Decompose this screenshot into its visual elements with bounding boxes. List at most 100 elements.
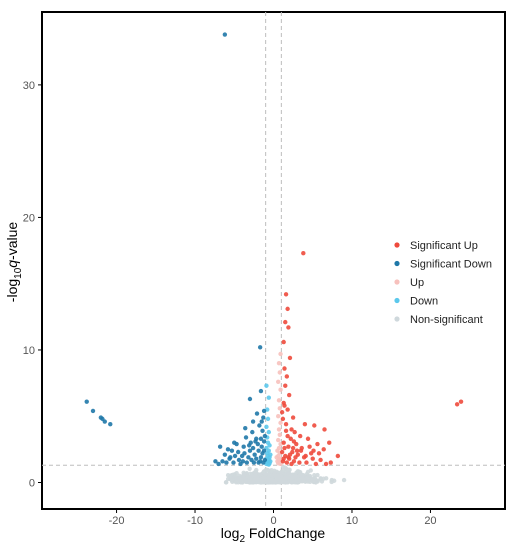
- point-down-22: [268, 452, 273, 457]
- point-non-significant-880: [274, 477, 280, 482]
- point-up-0: [278, 351, 283, 357]
- point-significant-down-65: [258, 436, 264, 441]
- point-significant-down-32: [257, 423, 262, 428]
- point-non-significant-872: [243, 478, 249, 483]
- point-significant-up-1: [283, 292, 289, 297]
- point-significant-up-50: [298, 448, 304, 453]
- point-significant-up-67: [454, 402, 460, 407]
- point-significant-down-24: [252, 452, 257, 457]
- point-significant-up-13: [290, 415, 296, 420]
- point-significant-up-21: [315, 441, 320, 447]
- point-significant-down-44: [247, 448, 253, 453]
- point-down-0: [264, 383, 269, 388]
- point-non-significant-781: [263, 467, 269, 472]
- point-non-significant-820: [290, 475, 295, 481]
- point-significant-down-0: [222, 32, 228, 37]
- point-non-significant-895: [300, 476, 306, 481]
- point-significant-down-38: [244, 460, 250, 465]
- point-significant-up-52: [316, 451, 322, 456]
- point-significant-down-50: [249, 457, 254, 463]
- point-significant-down-14: [241, 444, 246, 449]
- point-significant-down-49: [240, 459, 246, 464]
- point-significant-up-38: [279, 449, 285, 455]
- x-tick-label-0: 0: [270, 515, 276, 527]
- point-significant-down-28: [217, 444, 223, 449]
- point-non-significant-804: [253, 470, 259, 475]
- legend-swatch-up: [394, 279, 400, 285]
- point-down-21: [268, 459, 273, 464]
- point-up-1: [276, 361, 282, 366]
- point-down-3: [265, 416, 271, 422]
- point-significant-up-37: [328, 460, 333, 465]
- point-significant-down-36: [231, 460, 236, 465]
- point-non-significant-891: [280, 478, 286, 484]
- point-significant-up-66: [290, 445, 296, 451]
- point-significant-up-19: [297, 433, 303, 439]
- point-significant-down-60: [256, 460, 261, 465]
- point-significant-down-53: [261, 448, 267, 453]
- point-significant-up-12: [285, 407, 290, 412]
- point-significant-down-26: [259, 444, 264, 449]
- point-up-5: [276, 398, 282, 403]
- point-significant-down-55: [259, 419, 264, 424]
- legend-swatch-down: [394, 297, 400, 304]
- point-significant-up-65: [286, 455, 291, 460]
- point-significant-down-9: [258, 388, 264, 394]
- point-non-significant-668: [331, 478, 337, 483]
- point-down-5: [266, 429, 271, 435]
- point-significant-down-47: [220, 459, 225, 464]
- y-axis-title-prefix: -log: [4, 279, 20, 302]
- point-significant-down-1: [257, 345, 263, 350]
- point-significant-up-55: [285, 433, 290, 439]
- point-non-significant-897: [267, 473, 272, 478]
- point-significant-down-56: [253, 439, 258, 444]
- point-up-3: [276, 379, 281, 384]
- point-non-significant-768: [280, 470, 285, 475]
- point-significant-up-36: [318, 457, 323, 463]
- point-non-significant-898: [312, 479, 318, 484]
- point-non-significant-543: [228, 473, 233, 479]
- point-significant-down-45: [236, 457, 242, 463]
- legend-swatch-significant-down: [394, 260, 400, 267]
- point-non-significant-745: [341, 477, 347, 483]
- point-significant-up-3: [283, 319, 288, 325]
- point-significant-up-59: [279, 410, 285, 415]
- point-up-7: [276, 414, 281, 419]
- point-significant-down-63: [261, 460, 266, 465]
- point-significant-up-8: [284, 374, 290, 379]
- point-significant-down-10: [254, 411, 260, 416]
- y-axis-title: -log10q-value: [4, 222, 24, 303]
- y-axis-title-italic: q: [4, 260, 20, 268]
- y-axis-title-rest: -value: [4, 222, 20, 260]
- point-significant-up-20: [305, 436, 311, 441]
- point-non-significant-818: [235, 478, 240, 483]
- point-significant-down-59: [228, 455, 233, 460]
- legend-swatch-non-significant: [394, 316, 400, 322]
- x-tick-label--10: -10: [187, 515, 203, 527]
- x-tick-label-10: 10: [346, 515, 358, 527]
- point-non-significant-149: [247, 466, 252, 471]
- y-tick-label-10: 10: [23, 345, 35, 357]
- point-significant-up-43: [304, 460, 309, 465]
- point-significant-up-29: [335, 453, 341, 459]
- point-significant-down-51: [254, 456, 259, 461]
- point-up-2: [277, 370, 282, 375]
- point-significant-down-27: [261, 439, 267, 444]
- point-significant-down-54: [262, 433, 268, 439]
- point-non-significant-888: [233, 474, 238, 479]
- x-tick-label--20: -20: [109, 515, 125, 527]
- point-significant-up-4: [286, 325, 291, 330]
- point-significant-down-29: [229, 448, 235, 453]
- legend-label-down: Down: [410, 296, 438, 308]
- y-tick-label-30: 30: [23, 80, 35, 92]
- point-significant-down-52: [258, 455, 264, 460]
- point-significant-down-31: [250, 429, 255, 435]
- point-significant-down-62: [242, 451, 247, 456]
- point-up-4: [278, 387, 283, 392]
- point-significant-up-49: [293, 455, 298, 460]
- point-significant-up-56: [291, 439, 297, 444]
- legend-swatch-significant-up: [394, 242, 400, 248]
- point-significant-up-23: [283, 428, 289, 434]
- point-significant-up-48: [289, 461, 294, 467]
- legend: Significant Up Significant Down Up Down Non-…: [394, 240, 492, 326]
